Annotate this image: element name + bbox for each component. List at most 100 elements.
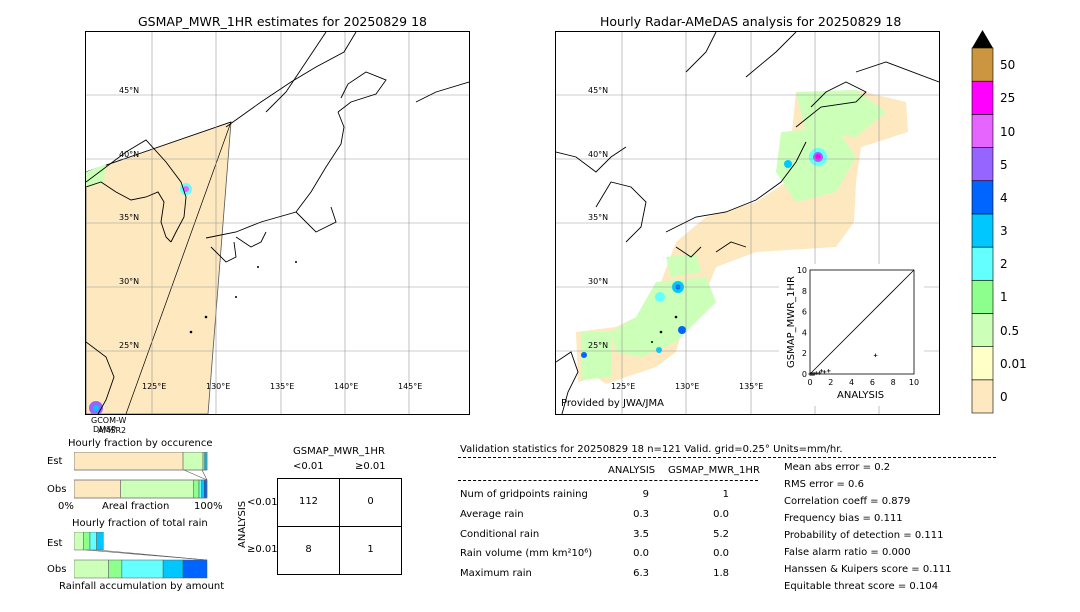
score-ets: Equitable threat score = 0.104 bbox=[784, 581, 939, 592]
scatter-y-tick: 0 bbox=[802, 370, 807, 379]
left-map-canvas bbox=[86, 32, 469, 414]
left-lat-45: 45°N bbox=[119, 86, 140, 95]
colorbar-extend-arrow bbox=[972, 30, 993, 48]
colorbar-bin bbox=[971, 313, 994, 347]
colorbar-bin bbox=[971, 279, 994, 314]
occurence-xlabel: Areal fraction bbox=[102, 501, 170, 512]
occurence-obs-label: Obs bbox=[47, 484, 67, 495]
totalrain-obs-label: Obs bbox=[47, 564, 67, 575]
colorbar-tick-label: 0 bbox=[1000, 390, 1008, 404]
right-lon-130: 130°E bbox=[675, 382, 700, 391]
scatter-y-tick: 10 bbox=[797, 266, 807, 275]
occurence-est-label: Est bbox=[47, 456, 63, 467]
colorbar-tick-label: 4 bbox=[1000, 190, 1008, 205]
scatter-plot: 0 2 4 6 8 10 0 2 4 6 8 10 bbox=[797, 266, 919, 387]
left-lon-140: 140°E bbox=[334, 382, 359, 391]
scatter-x-tick: 8 bbox=[891, 378, 896, 387]
right-lat-45: 45°N bbox=[588, 86, 609, 95]
stacked-segment-obs bbox=[74, 479, 121, 499]
left-lon-125: 125°E bbox=[142, 382, 167, 391]
validation-subdivider bbox=[458, 480, 758, 481]
scatter-point bbox=[819, 369, 824, 373]
scatter-point bbox=[822, 370, 827, 374]
colorbar-tick-label: 1 bbox=[1000, 290, 1008, 305]
right-lat-30: 30°N bbox=[588, 277, 609, 286]
colorbar-bin bbox=[971, 346, 994, 381]
colorbar-tick-label: 2 bbox=[1000, 257, 1008, 272]
sensor-label-gcomw: GCOM-W bbox=[91, 416, 127, 425]
contingency-table: 112 0 8 1 bbox=[277, 478, 402, 575]
right-lat-25: 25°N bbox=[588, 341, 609, 350]
validation-row-label: Average rain bbox=[460, 509, 524, 520]
provider-credit: Provided by JWA/JMA bbox=[561, 398, 664, 409]
totalrain-title: Hourly fraction of total rain bbox=[72, 518, 208, 529]
left-lat-40: 40°N bbox=[119, 150, 140, 159]
left-lon-135: 135°E bbox=[270, 382, 295, 391]
validation-row-label: Conditional rain bbox=[460, 529, 540, 540]
validation-row-analysis: 9 bbox=[642, 489, 649, 500]
validation-row-analysis: 3.5 bbox=[633, 529, 649, 540]
colorbar-bin bbox=[971, 379, 994, 414]
contingency-col-lt: <0.01 bbox=[293, 461, 324, 472]
colorbar-tick-label: 5 bbox=[1000, 157, 1008, 172]
scatter-point bbox=[826, 369, 831, 373]
validation-row-analysis: 6.3 bbox=[633, 568, 649, 579]
stacked-segment-obs bbox=[198, 479, 202, 499]
stacked-segment-est bbox=[83, 532, 91, 551]
stacked-segment-est bbox=[89, 532, 97, 551]
validation-row-label: Rain volume (mm km²10⁶) bbox=[460, 548, 593, 559]
right-lon-135: 135°E bbox=[739, 382, 764, 391]
colorbar-bin bbox=[971, 80, 994, 115]
contingency-title: GSMAP_MWR_1HR bbox=[293, 446, 385, 457]
validation-row-gsmap: 1 bbox=[722, 489, 729, 500]
score-hk: Hanssen & Kuipers score = 0.111 bbox=[784, 564, 952, 575]
stacked-bar-frame bbox=[74, 452, 208, 471]
stacked-segment-obs bbox=[204, 479, 208, 499]
scatter-ylabel: GSMAP_MWR_1HR bbox=[786, 276, 797, 368]
right-map bbox=[555, 31, 940, 415]
stacked-segment-obs bbox=[74, 559, 109, 579]
colorbar-bin bbox=[971, 47, 994, 82]
right-map-canvas bbox=[556, 32, 939, 414]
sensor-label-dmsp: DMSP bbox=[93, 425, 116, 434]
right-map-title: Hourly Radar-AMeDAS analysis for 2025082… bbox=[600, 14, 902, 29]
validation-row-analysis: 0.0 bbox=[633, 548, 649, 559]
scatter-diagonal bbox=[809, 269, 915, 375]
colorbar-tick-label: 0.01 bbox=[1000, 356, 1027, 371]
sensor-label-amsr2: AMSR2 bbox=[98, 426, 127, 435]
contingency-row-lt: <0.01 bbox=[247, 497, 278, 508]
contingency-col-ge: ≥0.01 bbox=[355, 461, 386, 472]
scatter-y-tick: 8 bbox=[802, 287, 807, 296]
score-rms-error: RMS error = 0.6 bbox=[784, 479, 864, 490]
left-lat-25: 25°N bbox=[119, 341, 140, 350]
colorbar-bin bbox=[971, 213, 994, 248]
stacked-segment-obs bbox=[162, 559, 184, 579]
stacked-segment-est bbox=[182, 452, 204, 471]
right-lat-35: 35°N bbox=[588, 213, 609, 222]
validation-col-gsmap: GSMAP_MWR_1HR bbox=[668, 465, 760, 476]
score-far: False alarm ratio = 0.000 bbox=[784, 547, 911, 558]
totalrain-xlabel: Rainfall accumulation by amount bbox=[59, 581, 225, 592]
stacked-segment-obs bbox=[108, 559, 123, 579]
colorbar-bin bbox=[971, 246, 994, 281]
scatter-x-tick: 10 bbox=[909, 378, 919, 387]
right-lon-125: 125°E bbox=[611, 382, 636, 391]
validation-row-gsmap: 0.0 bbox=[713, 548, 729, 559]
occurence-bars bbox=[74, 452, 208, 499]
fraction-guide-line bbox=[183, 469, 208, 481]
scatter-x-tick: 4 bbox=[849, 378, 854, 387]
validation-row-label: Num of gridpoints raining bbox=[460, 489, 588, 500]
validation-row-label: Maximum rain bbox=[460, 568, 532, 579]
totalrain-bars bbox=[74, 532, 208, 579]
left-map bbox=[85, 31, 470, 415]
colorbar-tick-label: 10 bbox=[1000, 124, 1016, 139]
scatter-y-tick: 4 bbox=[802, 328, 807, 337]
right-lat-40: 40°N bbox=[588, 150, 609, 159]
score-frequency-bias: Frequency bias = 0.111 bbox=[784, 513, 903, 524]
scatter-y-tick: 2 bbox=[802, 349, 807, 358]
colorbar-bin bbox=[971, 147, 994, 182]
contingency-row-ge: ≥0.01 bbox=[247, 544, 278, 555]
contingency-cell: 0 bbox=[367, 496, 374, 507]
left-lon-145: 145°E bbox=[398, 382, 423, 391]
scatter-point bbox=[814, 371, 819, 375]
